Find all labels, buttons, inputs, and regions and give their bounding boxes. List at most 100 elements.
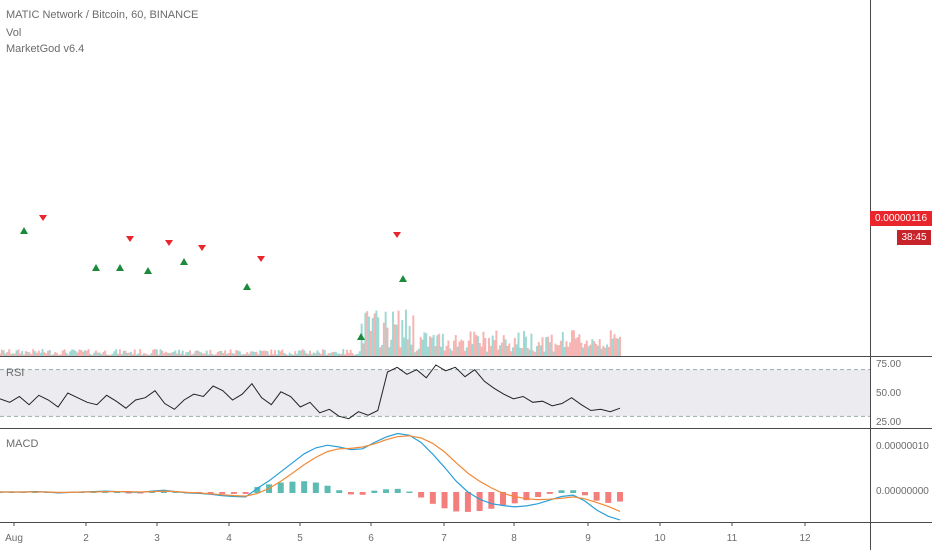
rsi-pane: 75.00 50.00 25.00 [0, 359, 901, 428]
volume-bar [473, 331, 476, 356]
volume-bar [264, 350, 267, 356]
rsi-line [0, 364, 621, 420]
volume-bar [476, 336, 479, 356]
volume-bar [417, 348, 420, 356]
volume-bar [371, 317, 374, 356]
macd-histogram-bar [523, 492, 530, 501]
volume-bar [83, 350, 86, 356]
volume-bar [484, 337, 487, 356]
macd-histogram-bar [207, 492, 214, 494]
volume-bar [559, 340, 562, 356]
volume-bar [460, 339, 463, 356]
volume-bar [148, 354, 151, 356]
time-tick-label: 3 [154, 533, 160, 544]
volume-bar [270, 349, 273, 356]
volume-bar [449, 348, 452, 356]
volume-bar [316, 350, 319, 356]
volume-bar [576, 337, 579, 356]
volume-bar [511, 347, 514, 356]
time-tick-label: 8 [511, 533, 517, 544]
volume-bar [214, 354, 217, 356]
macd-histogram-bar [581, 492, 588, 496]
volume-bar [403, 337, 406, 356]
macd-histogram-bar [347, 492, 354, 495]
volume-bar [13, 353, 16, 356]
volume-bar [500, 342, 503, 356]
volume-bar [401, 320, 404, 356]
rsi-tick-label: 25.00 [876, 417, 901, 428]
volume-bar [222, 353, 225, 356]
volume-bar [436, 335, 439, 356]
buy-signal-marker [357, 333, 365, 340]
macd-histogram-bar [394, 488, 401, 493]
volume-bar [238, 351, 241, 356]
volume-bar [296, 353, 299, 356]
volume-bar [50, 354, 53, 356]
volume-bar [595, 343, 598, 356]
volume-bar [35, 352, 38, 356]
volume-bar [421, 339, 424, 356]
volume-bar [290, 354, 293, 356]
volume-bar [351, 353, 354, 356]
volume-bar [65, 352, 68, 356]
volume-bar [441, 333, 444, 356]
volume-bar [259, 350, 262, 356]
volume-bar [207, 354, 210, 356]
volume-bar [314, 353, 317, 356]
volume-bar [2, 350, 5, 356]
volume-bar [183, 354, 186, 356]
volume-bar [157, 354, 160, 356]
volume-bar [246, 352, 249, 356]
volume-bar [412, 315, 415, 356]
volume-bar [80, 350, 83, 356]
volume-bar [331, 352, 334, 356]
volume-bar [609, 330, 612, 356]
volume-bar [277, 350, 280, 356]
volume-bar [303, 350, 306, 356]
volume-bar [159, 349, 162, 356]
volume-bar [320, 353, 323, 356]
volume-bar [288, 352, 291, 356]
volume-bar [517, 332, 520, 356]
volume-bar [194, 350, 197, 356]
macd-histogram-bar [500, 492, 507, 506]
volume-bar [323, 350, 326, 356]
volume-bar [268, 354, 271, 356]
volume-bar [249, 351, 252, 356]
signal-markers [20, 215, 407, 340]
volume-bar [423, 332, 426, 356]
volume-bar [362, 343, 365, 356]
volume-bar [205, 350, 208, 356]
volume-bar [482, 331, 485, 356]
volume-bar [89, 353, 92, 356]
volume-bar [587, 346, 590, 356]
volume-bar [229, 349, 232, 356]
volume-bar [358, 351, 361, 356]
volume-bar [334, 351, 337, 356]
volume-bar [124, 350, 127, 356]
macd-histogram-bar [242, 492, 249, 494]
macd-histogram-bar [546, 492, 553, 494]
volume-bar [613, 334, 616, 356]
volume-bar [393, 324, 396, 356]
volume-bar [340, 353, 343, 356]
volume-bar [534, 351, 537, 356]
volume-bar [342, 349, 345, 356]
volume-bar [377, 317, 380, 356]
volume-bar [456, 346, 459, 356]
time-tick-label: 2 [83, 533, 89, 544]
volume-bar [336, 353, 339, 356]
volume-bar [366, 311, 369, 356]
volume-bar [43, 352, 46, 356]
macd-histogram-bar [149, 491, 156, 493]
buy-signal-marker [20, 227, 28, 234]
volume-bar [142, 353, 145, 356]
volume-bar [589, 344, 592, 356]
volume-bar [126, 352, 129, 356]
volume-bar [39, 352, 42, 356]
symbol-title: MATIC Network / Bitcoin, 60, BINANCE [6, 9, 199, 21]
macd-histogram-bar [254, 487, 261, 493]
volume-bar [128, 352, 131, 356]
